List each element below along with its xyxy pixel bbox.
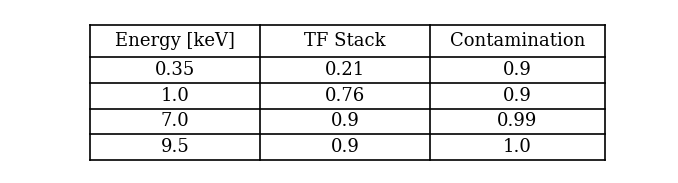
Text: 1.0: 1.0 [161,87,189,105]
Text: 0.76: 0.76 [325,87,365,105]
Text: Energy [keV]: Energy [keV] [115,32,235,50]
Text: 0.21: 0.21 [325,61,365,79]
Text: 0.99: 0.99 [497,113,538,130]
Text: 0.35: 0.35 [155,61,195,79]
Text: 1.0: 1.0 [503,138,532,156]
Text: 0.9: 0.9 [330,113,359,130]
Text: TF Stack: TF Stack [304,32,386,50]
Text: Contamination: Contamination [450,32,585,50]
Text: 7.0: 7.0 [161,113,189,130]
Text: 0.9: 0.9 [503,61,532,79]
Text: 9.5: 9.5 [161,138,189,156]
Text: 0.9: 0.9 [330,138,359,156]
Text: 0.9: 0.9 [503,87,532,105]
